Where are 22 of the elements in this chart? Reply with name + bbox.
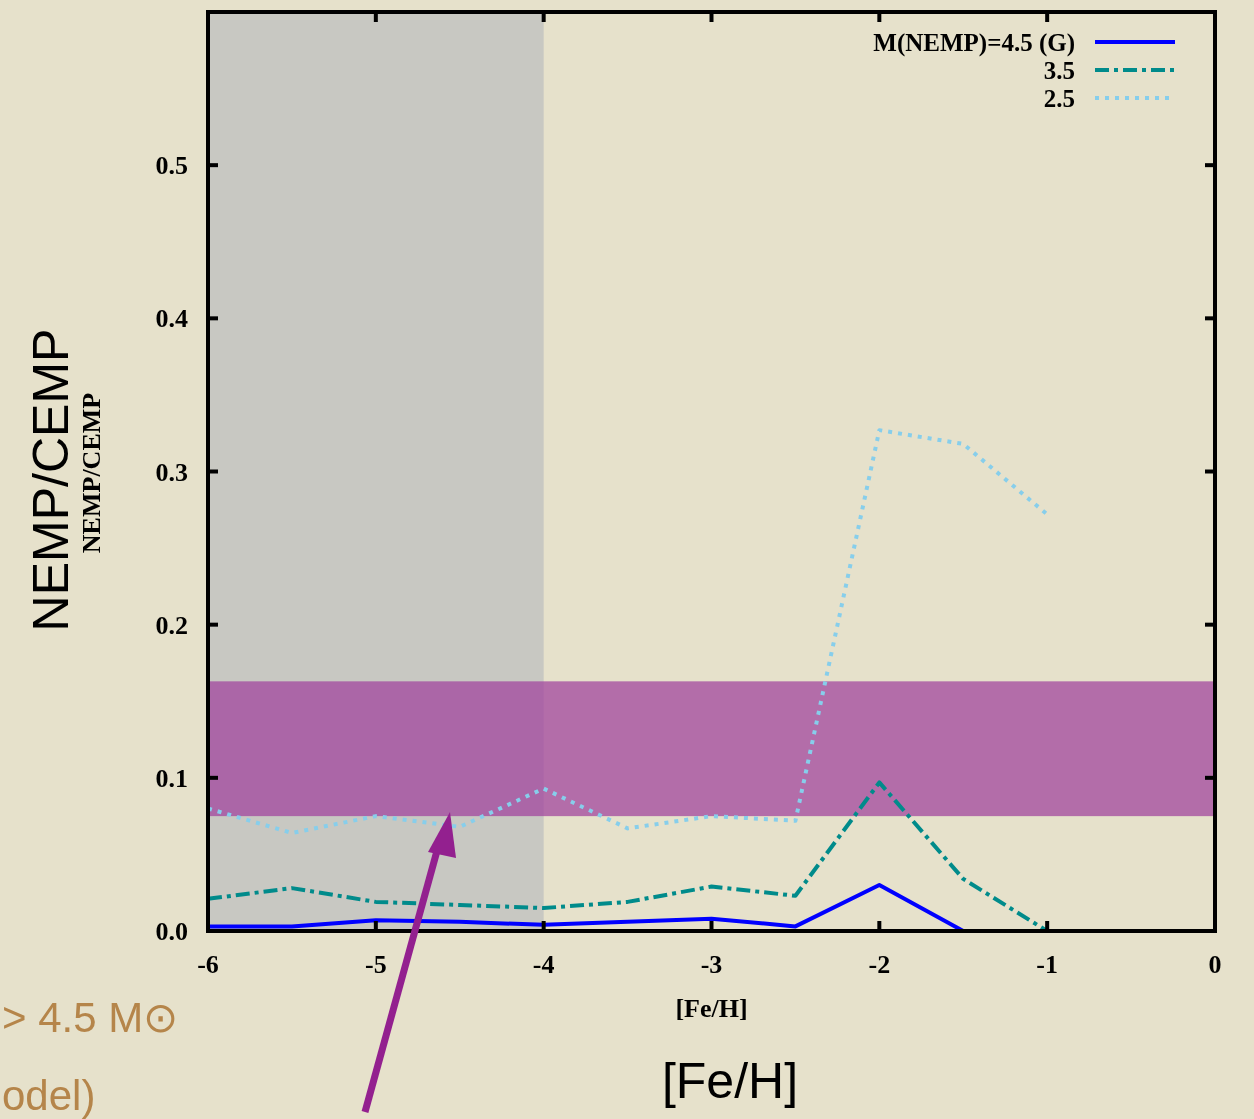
x-tick-label: -5: [365, 950, 387, 979]
x-tick-label: -4: [532, 950, 555, 979]
x-tick-label: -3: [700, 950, 723, 979]
text: NEMP/CEMP: [23, 328, 79, 632]
text: [Fe/H]: [661, 1053, 799, 1109]
text: odel): [2, 1072, 96, 1119]
legend-label: 3.5: [1043, 57, 1075, 84]
legend-label: M(NEMP)=4.5 (G): [873, 29, 1075, 57]
y-tick-label: 0.0: [155, 917, 188, 946]
x-tick-label: 0: [1208, 950, 1222, 979]
y-tick-label: 0.3: [155, 457, 188, 487]
y-tick-label: 0.5: [155, 151, 188, 181]
x-axis-title: [Fe/H]: [675, 994, 748, 1023]
x-tick-label: -1: [1036, 950, 1058, 979]
x-tick-label: -6: [197, 950, 219, 979]
y-tick-label: 0.2: [155, 610, 188, 640]
y-axis-title: NEMP/CEMP: [77, 392, 106, 554]
y-tick-label: 0.1: [155, 763, 188, 793]
text: > 4.5 M⊙: [2, 994, 179, 1041]
x-tick-label: -2: [868, 950, 891, 979]
legend-label: 2.5: [1043, 85, 1075, 112]
y-tick-label: 0.4: [155, 304, 188, 334]
